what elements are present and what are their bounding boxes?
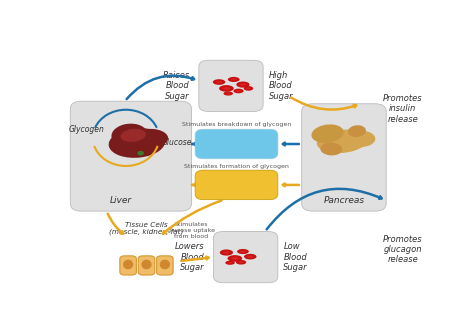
Ellipse shape: [244, 86, 253, 91]
Ellipse shape: [228, 255, 242, 262]
FancyBboxPatch shape: [120, 256, 137, 275]
Text: Liver: Liver: [110, 197, 132, 206]
Ellipse shape: [228, 77, 240, 82]
Ellipse shape: [233, 89, 244, 93]
Ellipse shape: [141, 260, 152, 269]
FancyBboxPatch shape: [195, 170, 278, 200]
Ellipse shape: [219, 85, 234, 92]
Text: Glucose: Glucose: [162, 138, 192, 147]
Ellipse shape: [120, 129, 146, 142]
Text: Promotes
insulin
release: Promotes insulin release: [383, 94, 422, 124]
Ellipse shape: [160, 260, 170, 269]
Text: Stimulates breakdown of glycogen: Stimulates breakdown of glycogen: [182, 122, 291, 127]
Ellipse shape: [109, 128, 165, 158]
Ellipse shape: [237, 82, 249, 88]
Ellipse shape: [223, 87, 230, 90]
Text: Stimulates formation of glycogen: Stimulates formation of glycogen: [184, 164, 289, 169]
FancyBboxPatch shape: [213, 232, 278, 283]
Ellipse shape: [237, 249, 249, 254]
Ellipse shape: [226, 93, 231, 94]
Ellipse shape: [137, 151, 144, 155]
Text: Glycogen: Glycogen: [69, 125, 105, 134]
Text: Insulin: Insulin: [211, 178, 262, 192]
FancyBboxPatch shape: [156, 256, 173, 275]
Ellipse shape: [223, 251, 230, 254]
Text: Pancreas: Pancreas: [323, 196, 365, 205]
Ellipse shape: [238, 261, 244, 263]
Ellipse shape: [135, 129, 168, 147]
Ellipse shape: [317, 129, 368, 153]
Ellipse shape: [220, 249, 233, 256]
Ellipse shape: [228, 262, 232, 264]
Ellipse shape: [311, 124, 344, 143]
Ellipse shape: [240, 250, 246, 253]
FancyBboxPatch shape: [195, 129, 278, 159]
Ellipse shape: [225, 261, 235, 265]
Text: Low
Blood
Sugar: Low Blood Sugar: [283, 242, 308, 272]
Text: Raises
Blood
Sugar: Raises Blood Sugar: [163, 71, 190, 101]
Ellipse shape: [247, 256, 254, 258]
FancyBboxPatch shape: [70, 101, 191, 211]
FancyBboxPatch shape: [138, 256, 155, 275]
Ellipse shape: [123, 260, 133, 269]
Text: Lowers
Blood
Sugar: Lowers Blood Sugar: [175, 242, 204, 272]
Text: High
Blood
Sugar: High Blood Sugar: [269, 71, 293, 101]
Ellipse shape: [246, 88, 251, 89]
Ellipse shape: [231, 78, 237, 80]
Ellipse shape: [236, 90, 241, 92]
Ellipse shape: [216, 81, 222, 83]
Ellipse shape: [213, 79, 225, 85]
Ellipse shape: [346, 130, 375, 147]
Text: Tissue Cells
(muscle, kidney, fat): Tissue Cells (muscle, kidney, fat): [109, 222, 184, 235]
Ellipse shape: [240, 83, 246, 86]
FancyBboxPatch shape: [301, 104, 386, 211]
Ellipse shape: [223, 92, 233, 96]
FancyBboxPatch shape: [199, 60, 263, 112]
Text: Stimulates
glucose uptake
from blood: Stimulates glucose uptake from blood: [167, 222, 216, 239]
Ellipse shape: [348, 125, 366, 137]
Text: Promotes
glucagon
release: Promotes glucagon release: [383, 235, 422, 264]
Ellipse shape: [231, 257, 238, 260]
Ellipse shape: [236, 260, 246, 265]
Ellipse shape: [244, 254, 256, 259]
Ellipse shape: [111, 124, 148, 147]
Ellipse shape: [320, 142, 342, 155]
Text: Glucagon: Glucagon: [201, 137, 272, 150]
